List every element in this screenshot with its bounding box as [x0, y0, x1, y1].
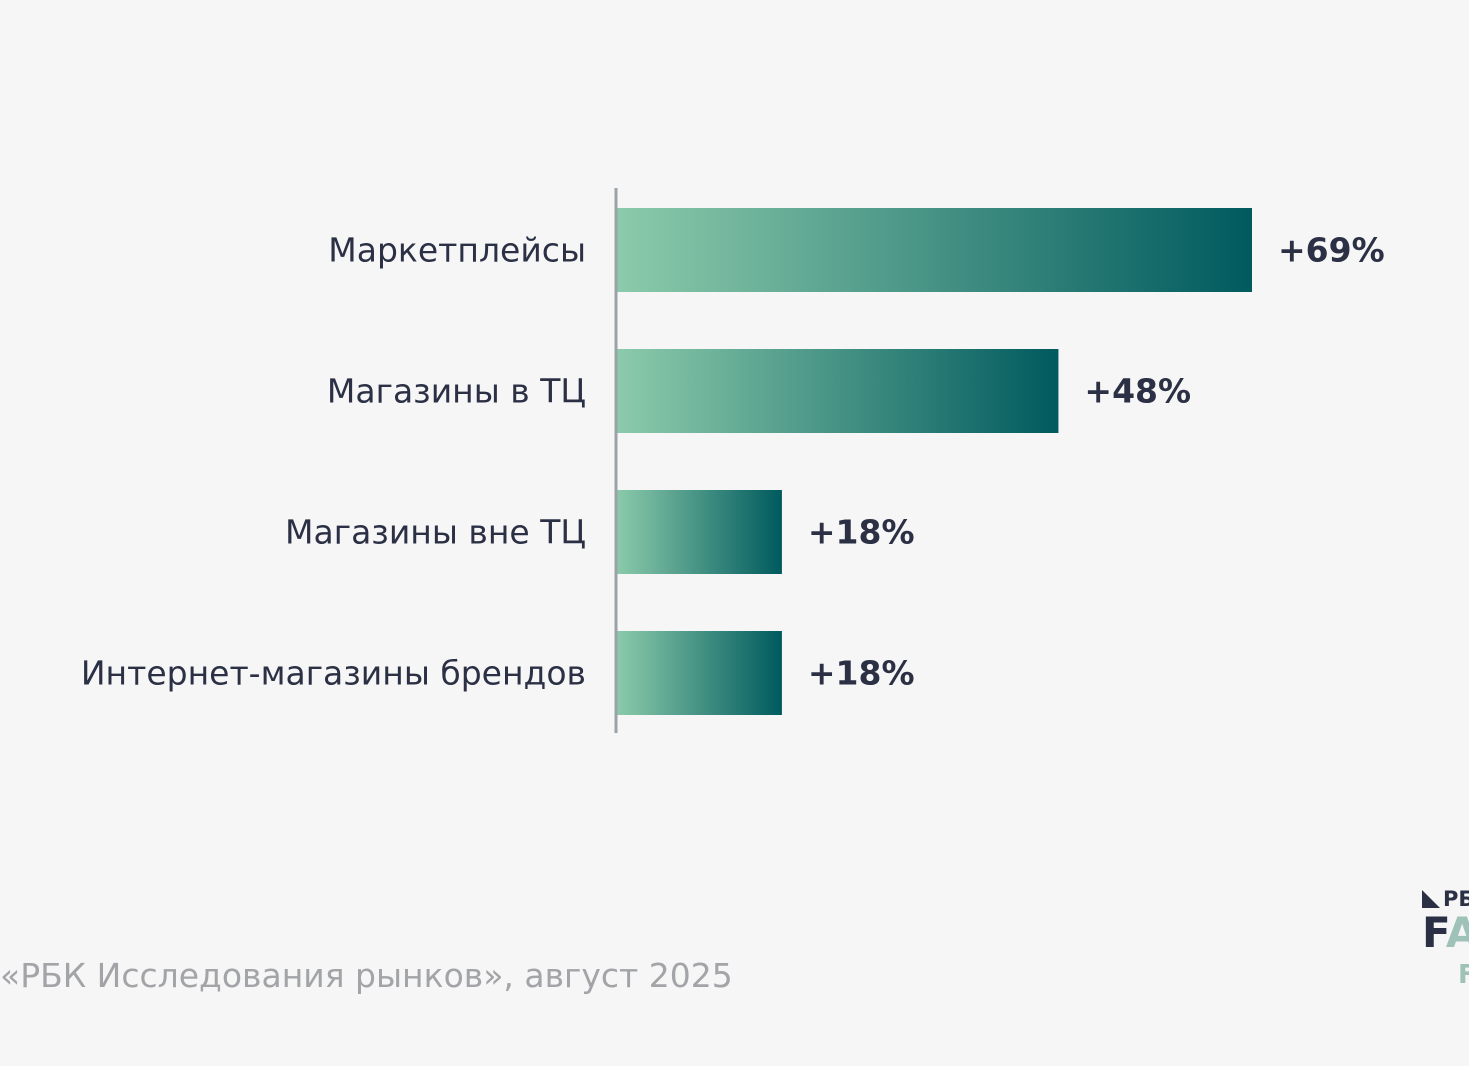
bar-0 — [616, 208, 1252, 292]
bar-1 — [616, 349, 1059, 433]
rbc-mark-icon — [1422, 890, 1440, 908]
category-label-2: Магазины вне ТЦ — [285, 513, 586, 552]
value-label-0: +69% — [1278, 231, 1385, 270]
logo-bottom-text: F — [1458, 960, 1469, 990]
category-label-0: Маркетплейсы — [328, 231, 586, 270]
bar-chart: Маркетплейсы +69% Магазины в ТЦ +48% Магазин… — [81, 188, 1385, 733]
value-label-1: +48% — [1084, 372, 1191, 411]
logo-middle-text: FA — [1422, 912, 1469, 954]
bar-2 — [616, 490, 782, 574]
logo-middle-letter-1: F — [1422, 908, 1446, 957]
logo-middle-letter-2: A — [1445, 908, 1469, 957]
logo-top-row: РБ — [1422, 888, 1469, 910]
bars-group: Маркетплейсы +69% Магазины в ТЦ +48% Магазин… — [81, 208, 1385, 715]
value-label-3: +18% — [808, 654, 915, 693]
category-label-3: Интернет-магазины брендов — [81, 654, 586, 693]
rbc-logo: РБ FA F — [1422, 888, 1469, 998]
bar-3 — [616, 631, 782, 715]
source-note: «РБК Исследования рынков», август 2025 — [0, 956, 733, 995]
value-label-2: +18% — [808, 513, 915, 552]
category-label-1: Магазины в ТЦ — [327, 372, 586, 411]
logo-top-text: РБ — [1443, 888, 1469, 911]
